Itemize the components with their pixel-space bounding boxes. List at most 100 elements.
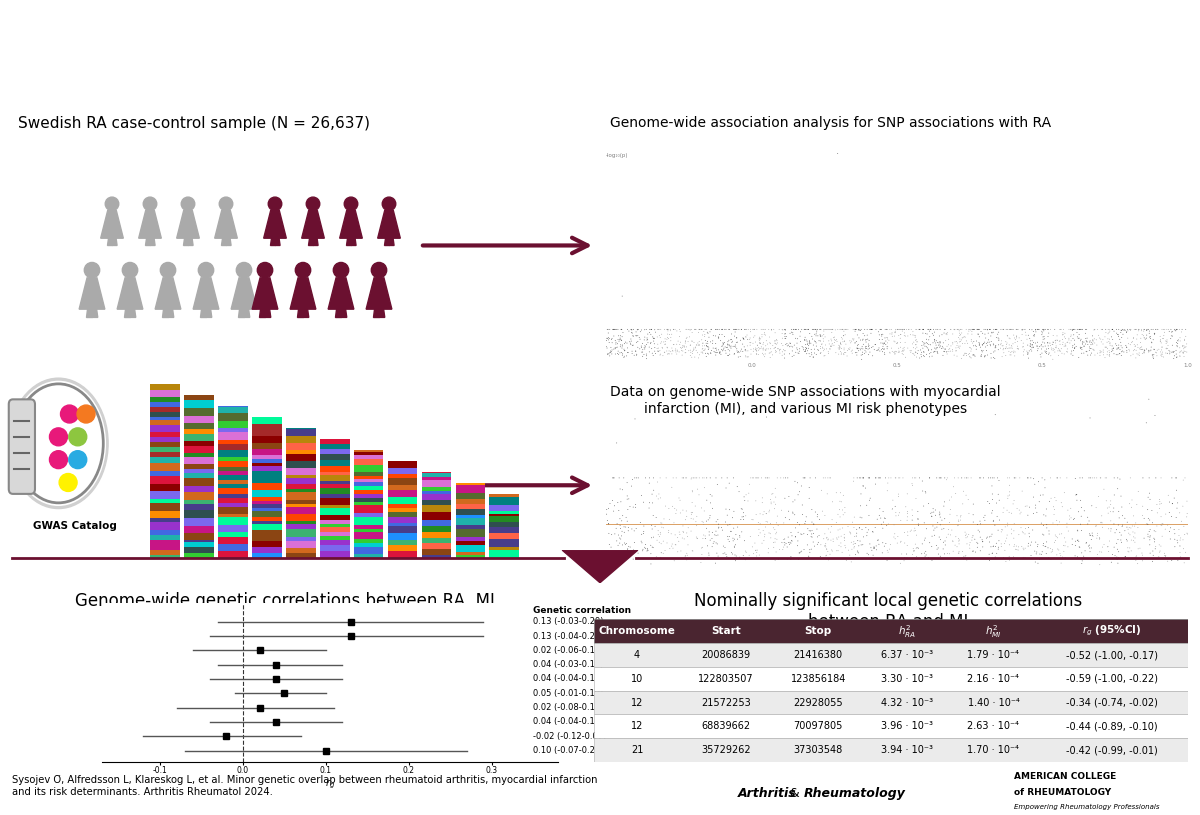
Point [1170,551,1189,564]
Point [632,489,652,502]
Point [1056,551,1075,564]
Point [1036,337,1055,350]
Point [683,506,702,519]
Point [1153,332,1172,345]
Point [1050,527,1069,540]
Bar [286,541,316,548]
Point [1044,508,1063,521]
Point [736,553,755,566]
Point [931,471,950,484]
Point [1111,534,1130,547]
Point [902,337,922,350]
Point [941,503,960,516]
Point [666,528,685,541]
Point [950,333,970,346]
Point [1044,336,1063,349]
Point [666,538,685,551]
Point [944,349,964,362]
Bar [388,461,418,469]
Point [1130,341,1150,355]
Point [790,345,809,358]
Point [775,344,794,357]
Point [727,336,746,349]
Point [967,342,986,355]
Point [690,323,709,336]
Point [670,346,689,359]
Point [928,521,947,534]
Point [1018,348,1037,361]
Point [1126,526,1145,540]
Bar [286,507,316,513]
Point [841,345,860,358]
Point [626,329,646,342]
Point [676,471,695,484]
Bar [388,540,418,545]
Point [776,332,796,345]
Point [937,474,956,487]
Point [1175,520,1194,533]
Point [1075,544,1094,557]
Point [1150,502,1169,515]
Point [834,329,853,342]
Bar [184,478,214,486]
Bar [456,552,485,555]
Point [1073,323,1092,336]
Point [1117,516,1136,529]
Point [833,504,852,517]
Point [846,323,865,336]
Point [750,331,769,344]
Point [823,323,842,336]
Point [796,323,815,336]
Point [726,554,745,567]
Point [1163,497,1182,510]
Point [884,346,904,359]
Point [976,328,995,341]
Bar [184,423,214,429]
Point [611,512,630,525]
Point [935,342,954,355]
Point [1160,347,1180,360]
Point [638,544,658,557]
Point [780,538,799,551]
Point [731,513,750,526]
Point [623,345,642,358]
Point [1067,340,1086,353]
Point [700,528,719,541]
Text: 1.0: 1.0 [1183,363,1193,368]
Point [648,524,667,537]
Point [994,343,1013,356]
Point [760,526,779,540]
Point [713,339,732,352]
Point [1128,328,1147,341]
Point [781,340,800,353]
Point [1162,325,1181,338]
Point [841,535,860,548]
Point [1088,548,1108,561]
Point [1022,324,1042,337]
Point [745,343,764,356]
Point [1063,349,1082,362]
Bar [218,460,247,467]
Point [821,342,840,355]
Point [1036,474,1055,487]
Point [758,515,778,528]
Point [1001,323,1020,336]
Point [992,339,1012,352]
Point [785,493,804,506]
Bar [286,443,316,450]
Point [1141,332,1160,345]
Point [604,323,623,336]
Point [1133,471,1152,484]
Point [685,323,704,336]
Point [868,534,887,547]
Point [744,323,763,336]
Point [799,491,818,504]
Point [750,548,769,562]
Point [922,323,941,336]
Bar [150,471,180,477]
Point [670,535,689,548]
Point [971,471,990,484]
Point [742,347,761,360]
Point [1109,545,1128,558]
Point [872,333,892,346]
